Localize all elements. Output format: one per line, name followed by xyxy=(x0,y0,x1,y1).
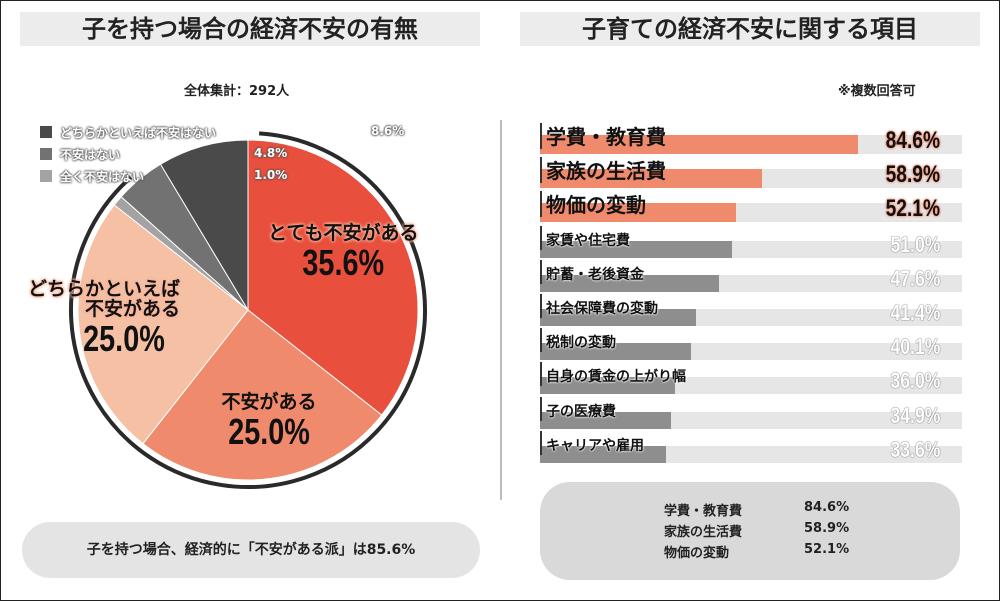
pie-label-value: 25.0% xyxy=(228,410,310,452)
bar-track xyxy=(540,411,962,429)
pie-slice xyxy=(142,309,383,481)
pie-label: どちらかといえば 不安がある 25.0% xyxy=(28,278,181,359)
summary-row: 家族の生活費 58.9% xyxy=(664,521,904,540)
bar-row: 家賃や住宅費 51.0% xyxy=(540,224,962,258)
bar-value: 34.9% xyxy=(890,402,940,428)
legend-item: どちらかといえば不安はない 8.6% xyxy=(40,124,404,141)
legend-swatch xyxy=(40,170,52,182)
legend-swatch xyxy=(40,148,52,160)
legend-label: 全く不安はない xyxy=(60,170,145,184)
bar-track xyxy=(540,445,962,463)
pie-label-text: 不安がある xyxy=(85,297,181,320)
pie-label-text: どちらかといえば xyxy=(28,278,181,300)
bar-value: 40.1% xyxy=(890,334,940,360)
pie-chart xyxy=(69,131,427,489)
bar-label: 物価の変動 xyxy=(546,193,646,218)
total-count: 全体集計：292人 xyxy=(184,84,290,99)
bar-label: 学費・教育費 xyxy=(546,125,666,149)
legend-value: 8.6% xyxy=(371,124,405,138)
summary-row: 物価の変動 52.1% xyxy=(664,542,904,561)
bar-fill xyxy=(540,240,732,258)
legend-value: 4.8% xyxy=(254,146,288,160)
bar-value: 51.0% xyxy=(890,231,940,257)
bar-fill xyxy=(540,411,672,429)
legend-item: 不安はない 4.8% xyxy=(40,146,287,163)
bar-row: 学費・教育費 84.6% xyxy=(540,121,962,155)
bar-label: 社会保障費の変動 xyxy=(546,301,658,317)
pie-label-text: とても不安がある xyxy=(268,222,419,244)
bar-row: 税制の変動 40.1% xyxy=(540,326,962,361)
summary-row: 学費・教育費 84.6% xyxy=(664,500,904,519)
summary-label: 家族の生活費 xyxy=(664,525,743,540)
bar-track xyxy=(540,203,962,223)
bar-row: 社会保障費の変動 41.4% xyxy=(540,292,962,326)
legend-item: 全く不安はない 1.0% xyxy=(40,168,287,185)
bar-fill xyxy=(540,274,720,292)
bar-fill xyxy=(540,445,667,463)
summary-label: 学費・教育費 xyxy=(664,504,743,519)
pie-slice xyxy=(159,139,249,312)
bar-label: 子の医療費 xyxy=(546,403,616,420)
pie-slice xyxy=(247,139,419,416)
bar-track xyxy=(540,377,962,395)
bar-label: 家族の生活費 xyxy=(546,159,666,184)
bar-track xyxy=(540,135,962,154)
legend-label: 不安はない xyxy=(60,148,121,162)
multiple-answer-note: ※複数回答可 xyxy=(838,84,916,99)
bar-track xyxy=(540,240,962,258)
bar-value: 41.4% xyxy=(890,300,940,325)
bar-fill xyxy=(540,135,859,154)
bar-track xyxy=(540,309,962,326)
bar-label: キャリアや雇用 xyxy=(546,437,644,454)
summary-value: 52.1% xyxy=(804,542,850,557)
summary-label: 物価の変動 xyxy=(664,546,730,561)
outer-arc xyxy=(69,131,427,489)
summary-value: 58.9% xyxy=(804,521,850,536)
left-title: 子を持つ場合の経済不安の有無 xyxy=(20,12,480,46)
bar-track xyxy=(540,343,962,361)
right-title: 子育ての経済不安に関する項目 xyxy=(520,12,980,46)
pie-label: とても不安がある 35.6% xyxy=(268,222,419,283)
pie-label-value: 35.6% xyxy=(302,241,385,283)
bar-fill xyxy=(540,343,691,361)
pie-label: 不安がある 25.0% xyxy=(218,391,320,452)
bar-label: 家賃や住宅費 xyxy=(546,232,630,249)
legend-swatch xyxy=(40,126,52,138)
legend-value: 1.0% xyxy=(254,168,288,182)
divider xyxy=(500,120,502,500)
bar-fill xyxy=(540,203,736,223)
bar-value: 36.0% xyxy=(890,368,940,394)
summary-value: 84.6% xyxy=(804,500,850,515)
bar-row: 家族の生活費 58.9% xyxy=(540,155,962,189)
bar-value: 52.1% xyxy=(885,195,940,223)
bar-row: 自身の賃金の上がり幅 36.0% xyxy=(540,360,962,395)
bar-label: 税制の変動 xyxy=(546,335,616,352)
bar-value: 33.6% xyxy=(890,436,940,462)
summary-box: 学費・教育費 84.6% 家族の生活費 58.9% 物価の変動 52.1% xyxy=(540,482,960,580)
bar-value: 84.6% xyxy=(885,127,940,154)
bar-row: 子の医療費 34.9% xyxy=(540,395,962,429)
pie-label-text: 不安がある xyxy=(221,391,317,413)
bar-row: キャリアや雇用 33.6% xyxy=(540,429,962,463)
bar-track xyxy=(540,169,962,189)
bar-track xyxy=(540,274,962,292)
bar-value: 58.9% xyxy=(885,161,940,189)
bar-value: 47.6% xyxy=(890,265,940,291)
bar-fill xyxy=(540,309,696,326)
left-summary-note: 子を持つ場合、経済的に「不安がある派」は85.6% xyxy=(22,522,480,578)
bar-fill xyxy=(540,169,762,189)
bar-label: 自身の賃金の上がり幅 xyxy=(546,369,686,386)
pie-label-value: 25.0% xyxy=(83,317,165,359)
bar-fill xyxy=(540,377,676,395)
pie-slice xyxy=(77,204,249,445)
bar-label: 貯蓄・老後資金 xyxy=(546,266,644,283)
bar-row: 貯蓄・老後資金 47.6% xyxy=(540,258,962,292)
bar-row: 物価の変動 52.1% xyxy=(540,189,962,223)
legend-label: どちらかといえば不安はない xyxy=(60,126,217,140)
